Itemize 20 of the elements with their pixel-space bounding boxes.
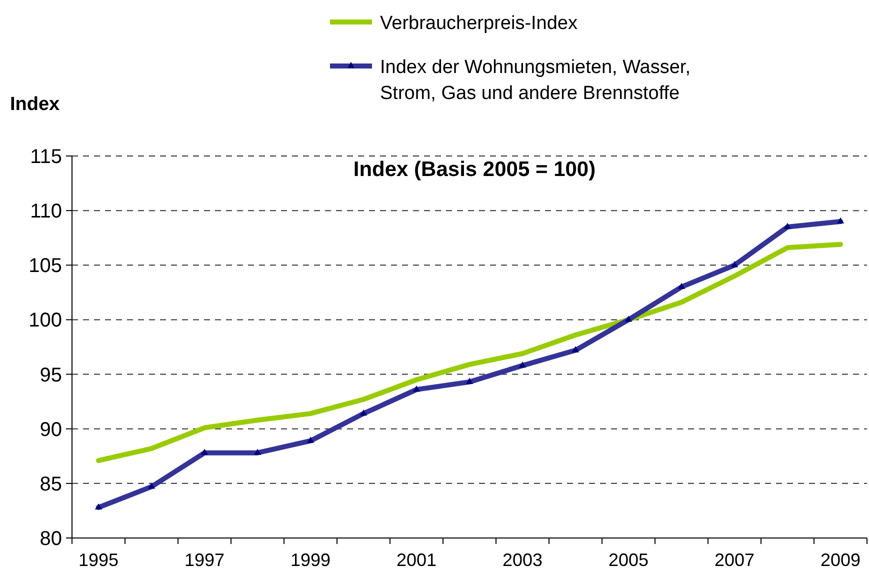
x-tick-label: 1999 (290, 550, 331, 570)
y-tick-label: 85 (40, 473, 62, 496)
x-tick-label: 1995 (78, 550, 119, 570)
x-tick-label: 2005 (608, 550, 649, 570)
x-tick-label: 1997 (184, 550, 225, 570)
x-tick-label: 2003 (502, 550, 543, 570)
y-tick-label: 105 (28, 255, 62, 278)
legend-label: Verbraucherpreis-Index (380, 13, 578, 34)
x-tick-label: 2007 (714, 550, 755, 570)
x-tick-label: 2001 (396, 550, 437, 570)
y-tick-label: 100 (28, 310, 62, 332)
x-tick-label: 2009 (820, 550, 861, 570)
chart-title: Index (Basis 2005 = 100) (353, 158, 596, 181)
y-tick-label: 80 (40, 528, 62, 550)
y-tick-label: 115 (30, 146, 62, 168)
y-tick-label: 110 (30, 200, 62, 223)
y-tick-label: 90 (40, 418, 62, 441)
y-tick-label: 95 (40, 364, 62, 386)
legend-label: Index der Wohnungsmieten, Wasser, Strom, Gas und andere Brennstoffe (380, 57, 690, 104)
y-axis-title: Index (10, 94, 60, 115)
